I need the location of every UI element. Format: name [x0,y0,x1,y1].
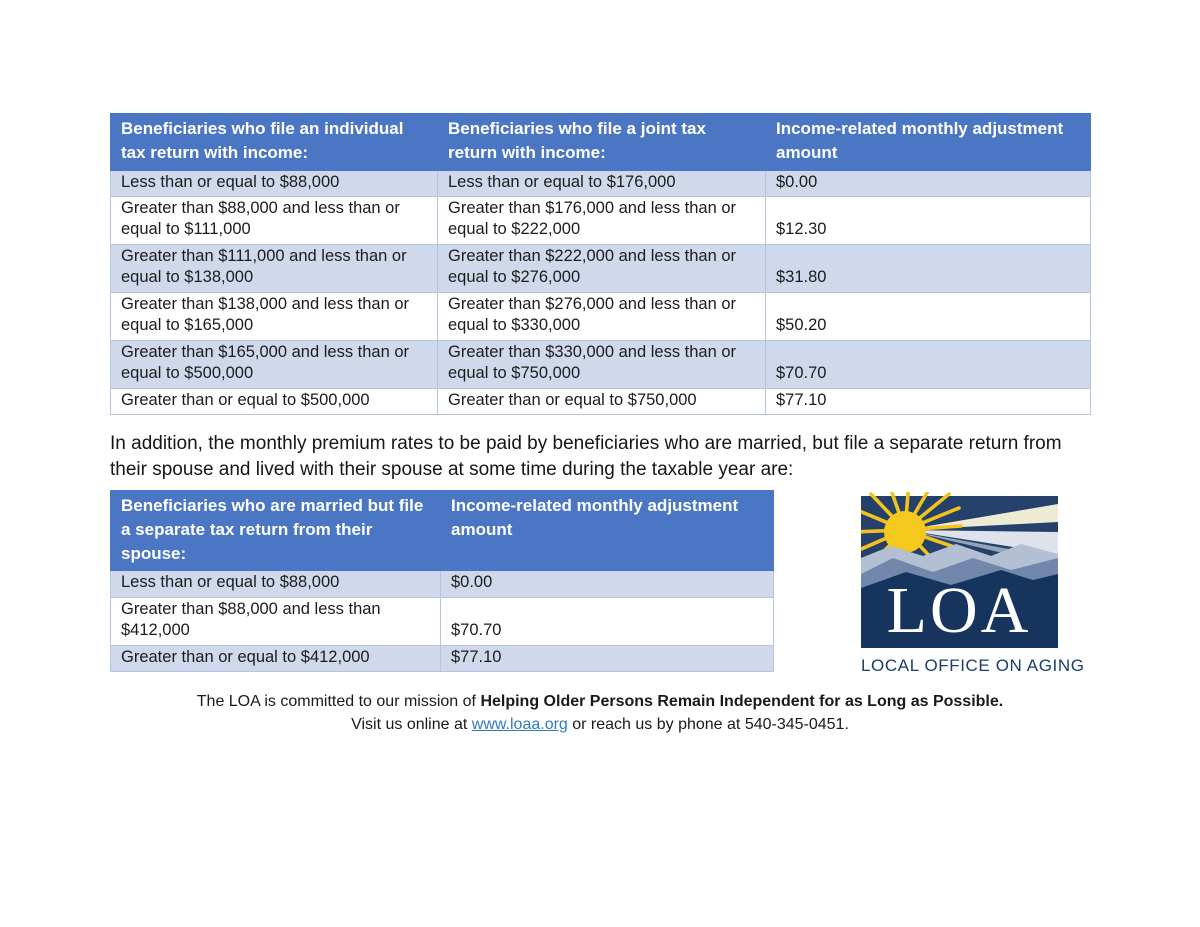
table-row: Less than or equal to $88,000 Less than … [110,169,1091,198]
table-cell: Greater than or equal to $500,000 [110,387,438,415]
table-cell-amount: $12.30 [765,196,1091,245]
table-row: Less than or equal to $88,000 $0.00 [110,570,774,598]
table-cell: Greater than $276,000 and less than or e… [437,291,766,341]
footer: The LOA is committed to our mission of H… [0,690,1200,736]
table-cell: Greater than $165,000 and less than or e… [110,339,438,389]
irmaa-table-married-separate: Beneficiaries who are married but file a… [110,489,774,673]
married-separate-intro-paragraph: In addition, the monthly premium rates t… [110,433,1062,481]
column-header-married-separate: Beneficiaries who are married but file a… [110,489,441,572]
website-link[interactable]: www.loaa.org [471,716,568,734]
loa-sunrise-mountains-icon: LOA [851,480,1058,648]
table-row: Greater than $88,000 and less than or eq… [110,196,1091,245]
table-cell-amount: $31.80 [765,243,1091,293]
table-row: Greater than $111,000 and less than or e… [110,243,1091,293]
table-cell-amount: $0.00 [440,570,774,598]
table-cell: Greater than or equal to $750,000 [437,387,766,415]
footer-mission-text: The LOA is committed to our mission of [196,693,481,710]
sun-icon [884,511,926,553]
table-cell: Less than or equal to $88,000 [110,169,438,198]
table-cell: Greater than $88,000 and less than $412,… [110,596,441,646]
table-cell: Greater than $330,000 and less than or e… [437,339,766,389]
table-cell-amount: $77.10 [440,644,774,673]
footer-mission-bold: Helping Older Persons Remain Independent… [480,693,1004,710]
footer-contact-line: Visit us online at www.loaa.org or reach… [0,713,1200,736]
logo-foreground [861,570,1058,648]
footer-contact-pre: Visit us online at [351,716,472,734]
table-cell: Greater than $88,000 and less than or eq… [110,196,438,245]
logo-caption: LOCAL OFFICE ON AGING [861,656,1085,675]
table-header-row: Beneficiaries who are married but file a… [110,489,774,572]
column-header-joint: Beneficiaries who file a joint tax retur… [437,113,766,171]
table-cell: Greater than $222,000 and less than or e… [437,243,766,293]
table-cell: Less than or equal to $176,000 [437,169,766,198]
table-row: Greater than $88,000 and less than $412,… [110,596,774,646]
table-cell-amount: $50.20 [765,291,1091,341]
footer-contact-post: or reach us by phone at 540-345-0451. [567,716,849,734]
table-cell-amount: $70.70 [765,339,1091,389]
irmaa-table-individual-joint: Beneficiaries who file an individual tax… [110,113,1091,415]
table-row: Greater than $138,000 and less than or e… [110,291,1091,341]
table-cell-amount: $77.10 [765,387,1091,415]
table-cell: Greater than or equal to $412,000 [110,644,441,673]
table-cell: Greater than $111,000 and less than or e… [110,243,438,293]
column-header-adjustment: Income-related monthly adjustment amount [765,113,1091,171]
table-header-row: Beneficiaries who file an individual tax… [110,113,1091,171]
table-cell-amount: $70.70 [440,596,774,646]
table-cell: Greater than $138,000 and less than or e… [110,291,438,341]
table-row: Greater than or equal to $500,000 Greate… [110,387,1091,415]
table-cell-amount: $0.00 [765,169,1091,198]
column-header-individual: Beneficiaries who file an individual tax… [110,113,438,171]
footer-mission-line: The LOA is committed to our mission of H… [0,690,1200,713]
table-cell: Greater than $176,000 and less than or e… [437,196,766,245]
table-cell: Less than or equal to $88,000 [110,570,441,598]
table-row: Greater than $165,000 and less than or e… [110,339,1091,389]
loa-logo: LOA LOCAL OFFICE ON AGING [851,480,1085,676]
table-row: Greater than or equal to $412,000 $77.10 [110,644,774,673]
logo-acronym: LOA [887,574,1032,647]
column-header-adjustment: Income-related monthly adjustment amount [440,489,774,572]
